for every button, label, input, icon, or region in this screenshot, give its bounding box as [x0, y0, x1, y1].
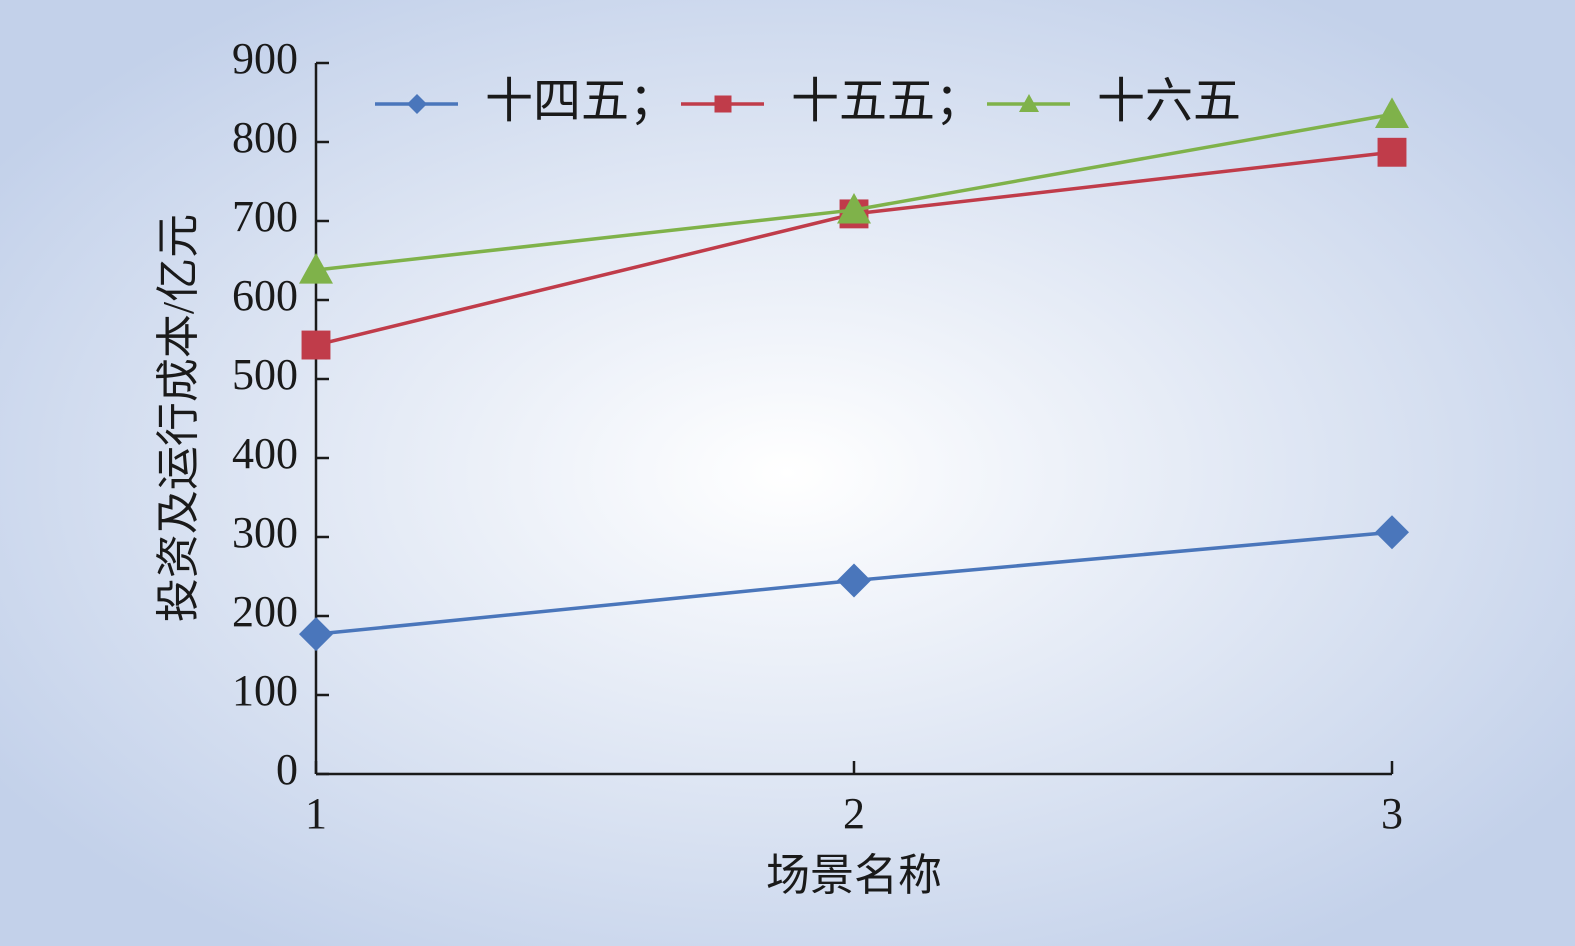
y-tick-label: 500 — [232, 350, 298, 399]
legend-marker — [407, 94, 427, 114]
x-axis-label: 场景名称 — [766, 851, 942, 900]
y-tick-label: 600 — [232, 271, 298, 320]
data-point — [299, 617, 333, 652]
x-tick-label: 3 — [1381, 789, 1403, 838]
y-tick-label: 100 — [232, 666, 298, 715]
legend-label: 十六五 — [1097, 75, 1241, 128]
legend-marker — [714, 95, 732, 113]
y-tick-label: 700 — [232, 192, 298, 241]
data-point — [837, 192, 871, 224]
data-point — [301, 330, 331, 360]
y-tick-label: 400 — [232, 429, 298, 478]
x-tick-label: 2 — [843, 789, 865, 838]
x-tick-label: 1 — [305, 789, 327, 838]
legend-marker — [1019, 94, 1039, 112]
data-point — [299, 252, 333, 284]
legend-label: 十五五； — [791, 75, 983, 128]
y-tick-label: 300 — [232, 508, 298, 557]
data-point — [1375, 97, 1409, 128]
data-point — [837, 563, 871, 598]
data-point — [1375, 515, 1409, 550]
y-tick-label: 900 — [232, 34, 298, 83]
y-tick-label: 800 — [232, 113, 298, 162]
legend-label: 十四五； — [485, 75, 677, 128]
data-point — [1377, 137, 1407, 167]
y-tick-label: 0 — [276, 745, 298, 794]
y-tick-label: 200 — [232, 587, 298, 636]
y-axis-label: 投资及运行成本/亿元 — [154, 214, 203, 622]
